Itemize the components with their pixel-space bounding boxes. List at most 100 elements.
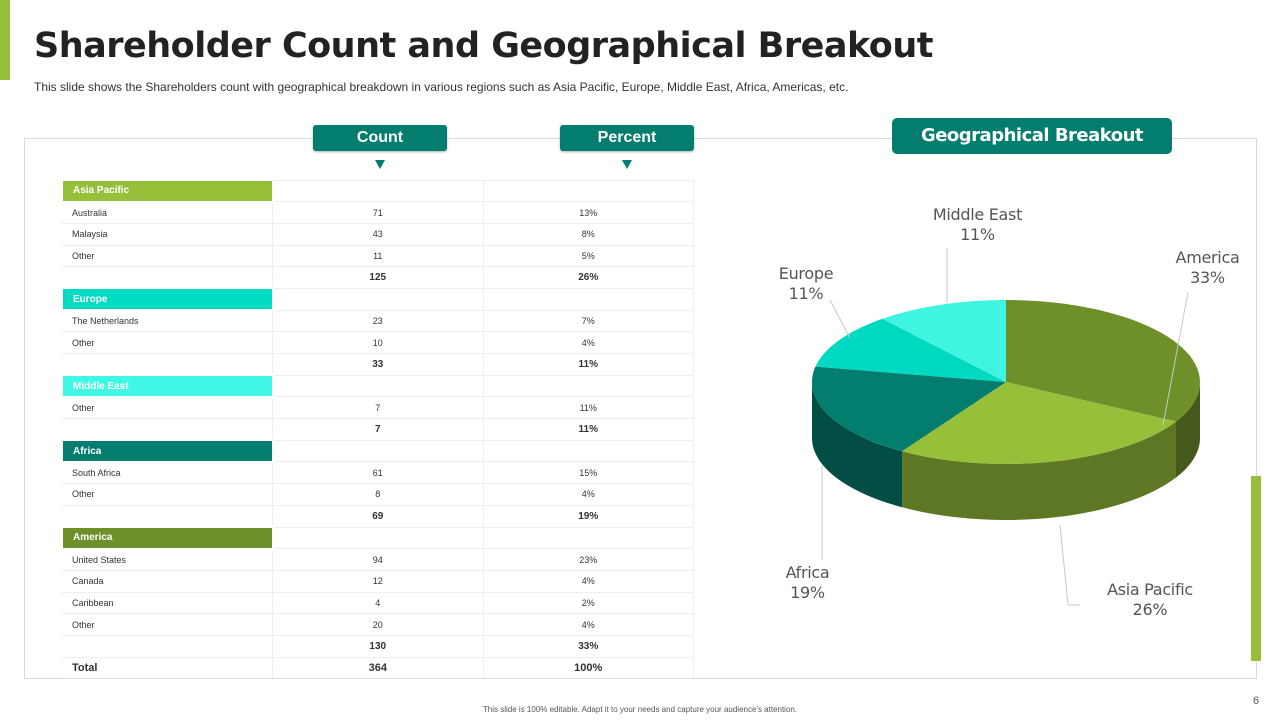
empty-cell — [62, 634, 274, 658]
count-cell: 94 — [272, 548, 484, 571]
pie-slice-europe — [815, 318, 1006, 382]
table-row: United States 94 23% — [62, 548, 694, 571]
table-row: South Africa 61 15% — [62, 461, 694, 484]
pie-side-africa — [812, 382, 903, 508]
table-row: Other 20 4% — [62, 613, 694, 636]
count-cell: 8 — [272, 483, 484, 506]
table-row: Other 8 4% — [62, 483, 694, 506]
pie-slice-africa — [812, 366, 1006, 452]
percent-cell: 4% — [483, 613, 694, 636]
subtotal-percent: 33% — [483, 634, 694, 658]
empty-cell — [483, 287, 694, 311]
percent-cell: 15% — [483, 461, 694, 484]
subtotal-row: 69 19% — [62, 504, 694, 527]
region-label: Europe — [61, 287, 274, 312]
empty-cell — [62, 418, 274, 441]
grand-total-row: Total 364 100% — [62, 656, 694, 680]
count-cell: 7 — [272, 396, 484, 419]
pie-label-asia-pacific: Asia Pacific 26% — [1107, 580, 1193, 619]
pie-side-asia-pacific — [902, 421, 1177, 520]
empty-cell — [483, 179, 694, 202]
empty-cell — [62, 353, 274, 376]
table-row: Other 10 4% — [62, 331, 694, 354]
subtotal-row: 33 11% — [62, 353, 694, 376]
empty-cell — [272, 374, 484, 397]
pie-side-america — [1176, 382, 1200, 478]
page-number: 6 — [1253, 695, 1260, 707]
country-cell: Canada — [62, 569, 274, 593]
table-row: The Netherlands 23 7% — [62, 309, 694, 332]
percent-cell: 4% — [483, 483, 694, 506]
shareholder-table: Asia Pacific Australia 71 13% Malaysia 43 8% Ot… — [61, 179, 694, 680]
count-cell: 12 — [272, 569, 484, 593]
table-row: Caribbean 4 2% — [62, 591, 694, 614]
table-row: Other 11 5% — [62, 244, 694, 267]
count-header: Count — [313, 125, 447, 151]
leader-line — [1162, 291, 1189, 426]
down-arrow-icon — [622, 160, 632, 169]
empty-cell — [483, 439, 694, 462]
pie-slice-america — [1006, 300, 1200, 422]
country-cell: Other — [62, 244, 274, 267]
percent-cell: 2% — [483, 591, 694, 614]
subtotal-percent: 11% — [483, 353, 694, 376]
subtotal-percent: 26% — [483, 266, 694, 289]
percent-cell: 23% — [483, 548, 694, 571]
percent-cell: 13% — [483, 201, 694, 224]
percent-cell: 8% — [483, 222, 694, 246]
country-cell: The Netherlands — [62, 309, 274, 332]
page-title: Shareholder Count and Geographical Break… — [34, 26, 933, 66]
leader-line — [829, 299, 851, 339]
pie-slice-asia-pacific — [902, 382, 1177, 464]
table-row: Canada 12 4% — [62, 569, 694, 593]
footer-note: This slide is 100% editable. Adapt it to… — [482, 705, 798, 714]
down-arrow-icon — [375, 160, 385, 169]
country-cell: Other — [62, 613, 274, 636]
country-cell: United States — [62, 548, 274, 571]
percent-cell: 4% — [483, 331, 694, 354]
empty-cell — [62, 504, 274, 527]
percent-cell: 11% — [483, 396, 694, 419]
empty-cell — [272, 287, 484, 311]
country-cell: Other — [62, 483, 274, 506]
region-header-row: Africa — [61, 439, 694, 463]
subtotal-row: 130 33% — [62, 634, 694, 658]
pie-label-europe: Europe 11% — [778, 264, 834, 303]
empty-cell — [272, 179, 484, 202]
table-row: Other 7 11% — [62, 396, 694, 419]
region-label: Middle East — [61, 374, 274, 398]
count-cell: 61 — [272, 461, 484, 484]
country-cell: Caribbean — [62, 591, 274, 614]
total-percent: 100% — [483, 656, 694, 680]
subtotal-row: 7 11% — [62, 418, 694, 441]
country-cell: Other — [62, 331, 274, 354]
country-cell: Australia — [62, 201, 274, 224]
region-header-row: Europe — [61, 287, 694, 312]
region-label: Asia Pacific — [61, 179, 274, 203]
total-label: Total — [62, 656, 274, 680]
percent-cell: 5% — [483, 244, 694, 267]
subtotal-count: 33 — [272, 353, 484, 376]
percent-cell: 7% — [483, 309, 694, 332]
empty-cell — [272, 526, 484, 549]
region-header-row: America — [61, 526, 694, 550]
subtotal-count: 69 — [272, 504, 484, 527]
pie-slice-middle-east — [882, 300, 1006, 382]
table-row: Australia 71 13% — [62, 201, 694, 224]
region-label: Africa — [61, 439, 274, 463]
empty-cell — [272, 439, 484, 462]
pie-label-america: America 33% — [1175, 248, 1240, 287]
count-cell: 4 — [272, 591, 484, 614]
subtotal-count: 7 — [272, 418, 484, 441]
empty-cell — [62, 266, 274, 289]
country-cell: Other — [62, 396, 274, 419]
region-header-row: Asia Pacific — [61, 179, 694, 203]
count-cell: 23 — [272, 309, 484, 332]
subtotal-row: 125 26% — [62, 266, 694, 289]
percent-header: Percent — [560, 125, 694, 151]
pie-label-africa: Africa 19% — [785, 563, 830, 602]
leader-line — [1059, 524, 1080, 606]
geo-breakout-header: Geographical Breakout — [892, 118, 1172, 154]
count-cell: 20 — [272, 613, 484, 636]
count-cell: 10 — [272, 331, 484, 354]
